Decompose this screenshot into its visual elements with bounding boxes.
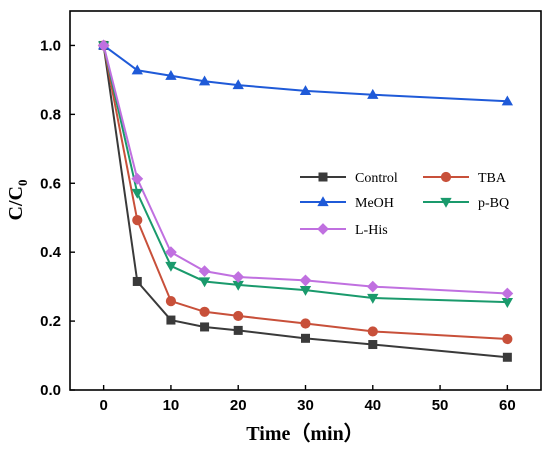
y-axis-title-subscript: 0 [15, 180, 30, 187]
legend-marker-p-bq [440, 197, 452, 208]
series-line-meoh [103, 44, 508, 103]
legend-label-p-bq: p-BQ [478, 196, 509, 211]
y-axis-title: C/C [5, 186, 27, 220]
series-line-control [102, 45, 508, 359]
data-point-p-bq [299, 285, 312, 296]
y-tick-label: 1.0 [40, 37, 61, 54]
legend-marker-tba [440, 171, 452, 183]
data-point-p-bq [165, 261, 177, 272]
data-point-l-his [97, 39, 110, 52]
legend-marker-meoh [317, 196, 329, 207]
series-lines [102, 44, 508, 359]
y-tick-label: 0.8 [40, 106, 61, 123]
y-tick-label: 0.0 [40, 382, 61, 399]
data-point-tba [367, 326, 378, 337]
y-tick-label: 0.6 [40, 175, 61, 192]
legend-label-tba: TBA [478, 171, 507, 186]
data-point-meoh [165, 69, 177, 80]
y-axis-title-group: C/C0 [5, 180, 30, 221]
data-point-control [502, 352, 512, 362]
data-point-meoh [299, 85, 312, 96]
x-axis-title: Time（min） [246, 422, 363, 445]
data-point-l-his [165, 246, 177, 259]
y-tick-label: 0.2 [40, 313, 61, 330]
svg-text:C/C0: C/C0 [5, 180, 30, 221]
series-line-tba [102, 45, 508, 341]
data-point-p-bq [131, 188, 143, 199]
tick-labels: 0 10 20 30 40 50 60 0.0 0.2 0.4 0.6 0.8 1.0 [40, 37, 516, 414]
data-point-p-bq [198, 277, 211, 288]
data-point-l-his [131, 172, 144, 185]
data-point-l-his [366, 280, 379, 293]
x-tick-label: 30 [297, 397, 314, 414]
data-point-control [132, 276, 142, 286]
series-markers [97, 39, 514, 362]
data-point-tba [300, 318, 311, 329]
data-point-control [166, 315, 176, 325]
data-point-tba [132, 215, 143, 226]
data-point-l-his [501, 287, 514, 300]
data-point-l-his [299, 274, 312, 287]
data-point-meoh [198, 75, 211, 86]
x-tick-label: 0 [99, 397, 107, 414]
legend: Control TBA MeOH p-BQ L-His [300, 171, 509, 238]
data-point-l-his [232, 271, 245, 283]
data-point-tba [199, 306, 210, 317]
legend-marker-control [318, 172, 328, 182]
x-tick-label: 20 [230, 397, 247, 414]
data-point-tba [165, 296, 177, 307]
x-tick-label: 60 [499, 397, 516, 414]
series-line-l-his [102, 45, 508, 295]
x-tick-label: 10 [163, 397, 180, 414]
axis-ticks [70, 44, 509, 391]
series-line-p-bq [102, 45, 508, 304]
data-point-control [233, 325, 243, 335]
legend-label-meoh: MeOH [355, 196, 394, 211]
legend-label-control: Control [355, 171, 398, 186]
y-tick-label: 0.4 [40, 244, 62, 261]
data-point-control [200, 322, 210, 332]
legend-label-l-his: L-His [355, 223, 388, 238]
legend-marker-l-his [317, 223, 329, 235]
data-point-tba [502, 333, 513, 345]
data-point-control [301, 333, 310, 343]
x-tick-label: 50 [432, 397, 449, 414]
data-point-p-bq [367, 293, 379, 304]
data-point-l-his [198, 265, 211, 278]
data-point-tba [233, 310, 244, 322]
data-point-control [368, 340, 378, 350]
data-point-meoh [131, 64, 143, 75]
x-tick-label: 40 [364, 397, 381, 414]
data-point-meoh [367, 88, 379, 99]
data-point-meoh [501, 95, 514, 106]
data-point-meoh [232, 79, 244, 90]
